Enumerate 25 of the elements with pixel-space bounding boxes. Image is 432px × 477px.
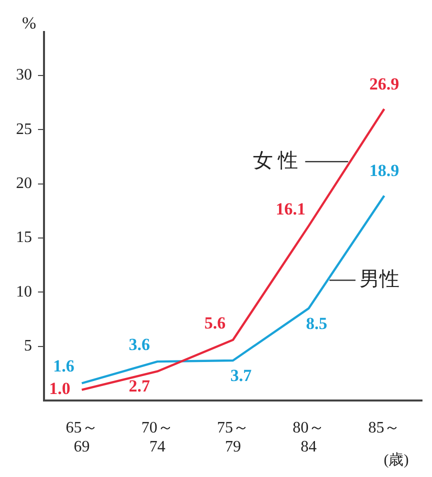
- y-tick-label: 25: [16, 120, 32, 138]
- y-tick-label: 30: [16, 66, 32, 84]
- x-tick-label: 80～84: [292, 419, 325, 456]
- x-tick-label: 85～: [368, 419, 400, 436]
- series-label: 男性: [360, 268, 400, 291]
- x-tick-label: 75～79: [217, 419, 249, 456]
- x-tick-label: 70～74: [141, 419, 174, 456]
- data-label: 5.6: [204, 313, 226, 332]
- y-tick-label: 15: [16, 229, 32, 246]
- data-label: 3.6: [128, 334, 150, 354]
- y-axis-title: %: [22, 13, 36, 32]
- x-axis-title: (歳): [384, 452, 409, 469]
- data-label: 1.6: [53, 356, 74, 376]
- y-tick-label: 20: [16, 174, 32, 192]
- y-tick-label: 10: [16, 283, 32, 300]
- data-label: 1.0: [49, 379, 70, 398]
- data-label: 26.9: [369, 74, 400, 94]
- data-label: 16.1: [276, 199, 306, 218]
- data-label: 18.9: [369, 161, 400, 180]
- data-label: 3.7: [230, 366, 252, 385]
- data-label: 2.7: [128, 376, 151, 396]
- series-label: 女 性: [253, 150, 298, 172]
- y-tick-label: 5: [24, 338, 32, 355]
- data-label: 8.5: [306, 314, 328, 333]
- x-tick-label: 65～69: [66, 419, 98, 456]
